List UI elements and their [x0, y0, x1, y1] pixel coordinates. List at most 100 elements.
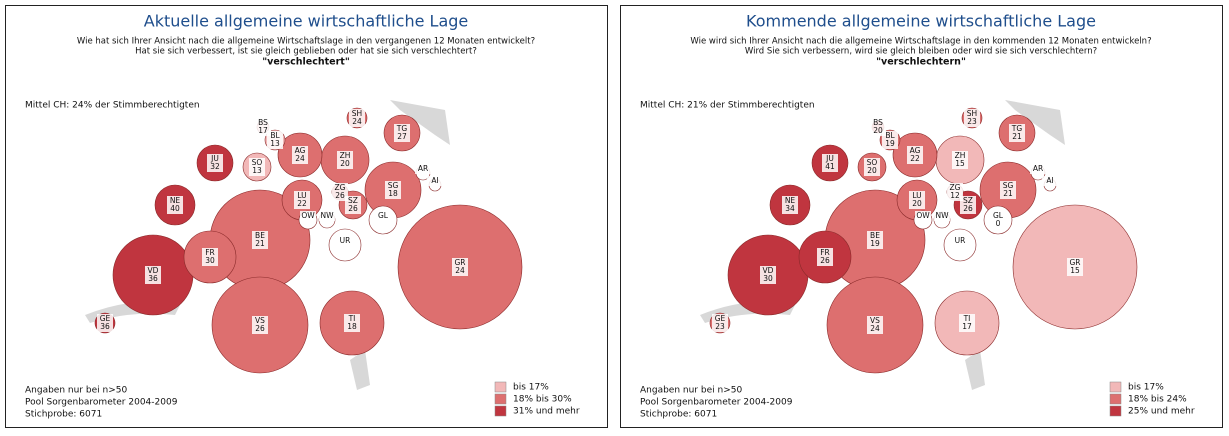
canton-code: AR [1033, 164, 1043, 173]
canton-label-box [332, 183, 348, 201]
canton-code: ZG [335, 183, 346, 192]
canton-code: OW [301, 211, 315, 220]
canton-label-box [959, 314, 975, 332]
answer: "verschlechtern" [876, 57, 966, 68]
note: Angaben nur bei n>50 [25, 386, 127, 396]
average: Mittel CH: 24% der Stimmberechtigten [25, 101, 200, 111]
canton-value: 24 [352, 117, 362, 126]
canton-label-box [907, 146, 923, 164]
canton-value: 26 [348, 204, 358, 213]
canton-code: SH [352, 109, 362, 118]
canton-value: 21 [1003, 189, 1013, 198]
canton-value: 26 [335, 191, 345, 200]
canton-label-box [1067, 258, 1083, 276]
canton-label-box [1030, 164, 1046, 174]
canton-code: JU [210, 154, 219, 163]
canton-code: TI [963, 314, 971, 323]
canton-code: NE [785, 196, 796, 205]
canton-label-box [415, 164, 431, 174]
canton-label-box [817, 248, 833, 266]
canton-code: VD [763, 266, 774, 275]
canton-value: 30 [763, 274, 773, 283]
legend-label: 31% und mehr [513, 407, 580, 417]
canton-value: 22 [297, 199, 307, 208]
canton-code: TG [396, 124, 408, 133]
canton-label-box [252, 316, 268, 334]
canton-value: 12 [950, 191, 960, 200]
canton-code: VS [255, 316, 265, 325]
canton-label-box [822, 154, 838, 172]
canton-value: 19 [870, 239, 880, 248]
lake [1005, 100, 1065, 145]
canton-label-box [319, 211, 335, 221]
canton-label-box [915, 211, 931, 221]
canton-code: AG [295, 146, 306, 155]
canton-value: 23 [715, 322, 725, 331]
canton-value: 18 [388, 189, 398, 198]
canton-code: VS [870, 316, 880, 325]
canton-label-box [255, 118, 271, 136]
canton-value: 34 [785, 204, 795, 213]
canton-value: 26 [820, 256, 830, 265]
question: Hat sie sich verbessert, ist sie gleich … [135, 47, 477, 57]
canton-code: OW [916, 211, 930, 220]
canton-value: 20 [867, 166, 877, 175]
lake [965, 350, 985, 390]
canton-code: LU [912, 191, 921, 200]
canton-value: 26 [963, 204, 973, 213]
canton-code: NW [320, 211, 334, 220]
canton-value: 17 [258, 126, 268, 135]
canton-label-box [952, 151, 968, 169]
canton-code: VD [148, 266, 159, 275]
canton-code: SG [1003, 181, 1014, 190]
canton-label-box [345, 196, 361, 214]
canton-code: SH [967, 109, 977, 118]
canton-code: GE [100, 314, 111, 323]
canton-label-box [760, 266, 776, 284]
legend-swatch [1109, 381, 1122, 393]
canton-code: SZ [963, 196, 973, 205]
legend-swatch [494, 405, 507, 417]
canton-value: 22 [910, 154, 920, 163]
canton-value: 32 [210, 162, 220, 171]
canton-label-box [452, 258, 468, 276]
panel: Kommende allgemeine wirtschaftliche Lage… [620, 5, 1223, 428]
canton-label-box [344, 314, 360, 332]
canton-label-box [349, 109, 365, 127]
canton-code: JU [825, 154, 834, 163]
canton-label-box [867, 231, 883, 249]
question: Wie hat sich Ihrer Ansicht nach die allg… [77, 37, 535, 47]
canton-code: FR [820, 248, 830, 257]
canton-value: 40 [170, 204, 180, 213]
canton-value: 23 [967, 117, 977, 126]
canton-code: BE [870, 231, 880, 240]
title: Aktuelle allgemeine wirtschaftliche Lage [144, 12, 469, 31]
canton-value: 41 [825, 162, 835, 171]
canton-label-box [292, 146, 308, 164]
lake [350, 350, 370, 390]
canton-code: UR [340, 236, 351, 245]
canton-value: 24 [455, 266, 465, 275]
canton-value: 20 [912, 199, 922, 208]
canton-code: SO [867, 158, 878, 167]
canton-label-box [990, 211, 1006, 229]
canton-label-box [375, 211, 391, 221]
legend-label: bis 17% [513, 383, 549, 393]
note: Pool Sorgenbarometer 2004-2009 [25, 398, 178, 408]
canton-code: BE [255, 231, 265, 240]
canton-value: 17 [962, 322, 972, 331]
canton-label-box [1009, 124, 1025, 142]
legend-swatch [1109, 405, 1122, 417]
legend-label: 25% und mehr [1128, 407, 1195, 417]
canton-code: GL [993, 211, 1004, 220]
answer: "verschlechtert" [262, 57, 350, 68]
canton-code: LU [297, 191, 306, 200]
canton-value: 30 [205, 256, 215, 265]
canton-label-box [1042, 176, 1058, 186]
legend-label: bis 17% [1128, 383, 1164, 393]
canton-label-box [145, 266, 161, 284]
canton-value: 13 [270, 139, 280, 148]
canton-value: 15 [1070, 266, 1080, 275]
canton-label-box [249, 158, 265, 176]
canton-code: NW [935, 211, 949, 220]
